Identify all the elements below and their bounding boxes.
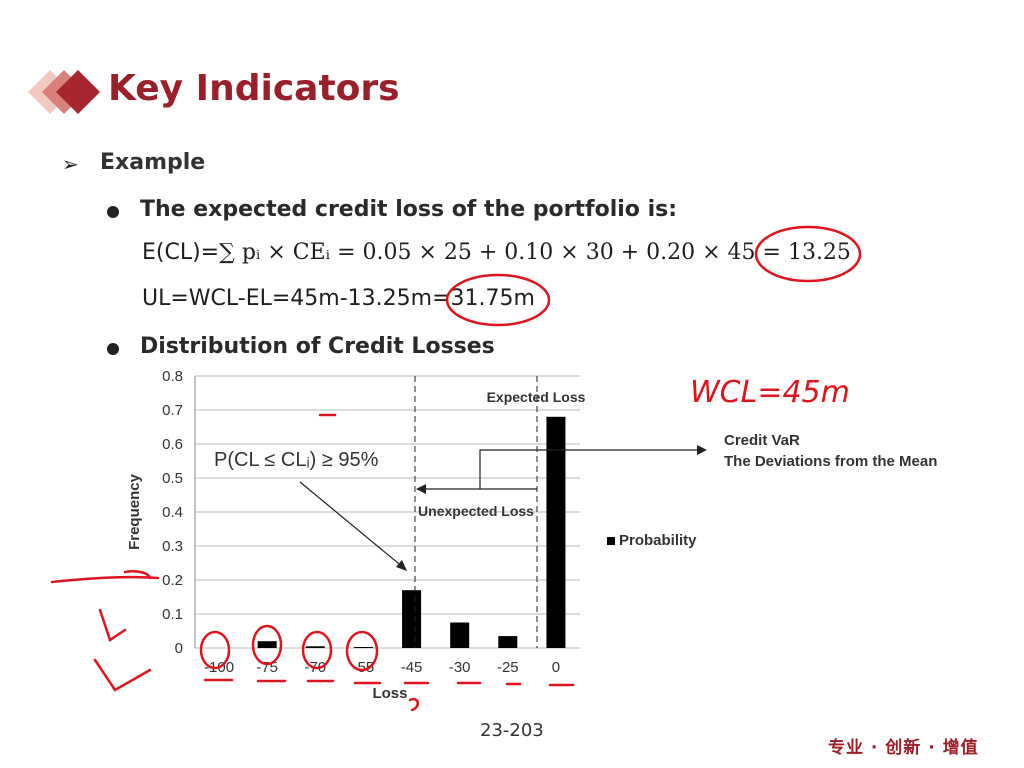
y-tick-label: 0.8 bbox=[162, 368, 183, 385]
y-tick-label: 0.3 bbox=[162, 538, 183, 555]
expected-loss-label: Expected Loss bbox=[487, 389, 586, 405]
formula-unexpected-loss: UL=WCL-EL=45m-13.25m=31.75m bbox=[142, 286, 535, 311]
y-tick-label: 0.1 bbox=[162, 606, 183, 623]
chart-grid bbox=[194, 375, 580, 649]
example-heading: Example bbox=[100, 150, 206, 175]
y-tick-label: 0.4 bbox=[162, 504, 183, 521]
circle-ul-value bbox=[445, 273, 551, 327]
x-tick-label: -45 bbox=[401, 659, 423, 676]
y-tick-label: 0 bbox=[175, 640, 183, 657]
confidence-arrowhead-icon bbox=[396, 560, 407, 571]
bar bbox=[402, 590, 422, 648]
x-tick-label: 0 bbox=[552, 659, 560, 676]
credit-var-label: Credit VaR bbox=[724, 432, 800, 449]
confidence-pointer-arrow bbox=[299, 481, 405, 569]
credit-var-bracket bbox=[479, 449, 700, 489]
bar bbox=[353, 646, 373, 648]
confidence-label: P(CL ≤ CLᵢ) ≥ 95% bbox=[214, 449, 379, 471]
formula-lhs: E(CL)= bbox=[142, 240, 220, 265]
y-tick-labels: 0 0.1 0.2 0.3 0.4 0.5 0.6 0.7 0.8 bbox=[162, 368, 183, 657]
bar bbox=[257, 641, 277, 648]
bullet-dot-icon bbox=[107, 343, 119, 355]
unexpected-loss-label: Unexpected Loss bbox=[418, 503, 534, 519]
bullet-dot-icon bbox=[107, 206, 119, 218]
bullet-distribution: Distribution of Credit Losses bbox=[140, 334, 495, 359]
handwritten-annotations bbox=[50, 225, 862, 712]
deviations-label: The Deviations from the Mean bbox=[724, 453, 937, 470]
brand-slogan: 专业 · 创新 · 增值 bbox=[828, 738, 979, 758]
bullet-expected-loss: The expected credit loss of the portfoli… bbox=[140, 197, 678, 222]
y-tick-label: 0.5 bbox=[162, 470, 183, 487]
unexpected-loss-arrowhead-icon bbox=[416, 484, 426, 494]
y-axis-label: Frequency bbox=[126, 473, 143, 550]
circle-el-value bbox=[754, 225, 862, 283]
chart-bars bbox=[257, 416, 566, 648]
page-number: 23-203 bbox=[480, 720, 544, 741]
legend-label: Probability bbox=[619, 532, 697, 549]
y-tick-label: 0.7 bbox=[162, 402, 183, 419]
diamond-logo-icon bbox=[28, 70, 100, 114]
bar bbox=[305, 646, 325, 648]
legend-swatch bbox=[607, 537, 615, 545]
formula-rhs: ∑ pᵢ × CEᵢ = 0.05 × 25 + 0.10 × 30 + 0.2… bbox=[219, 240, 851, 265]
y-tick-label: 0.2 bbox=[162, 572, 183, 589]
bar bbox=[546, 416, 566, 648]
bar bbox=[498, 636, 518, 648]
x-tick-label: -25 bbox=[497, 659, 519, 676]
x-axis-label: Loss bbox=[372, 685, 407, 702]
x-tick-labels: -100 -75 -70 -55 -45 -30 -25 0 bbox=[204, 659, 560, 676]
credit-var-arrowhead-icon bbox=[697, 445, 707, 455]
x-tick-label: -55 bbox=[353, 659, 375, 676]
formula-expected-loss: E(CL)=∑ pᵢ × CEᵢ = 0.05 × 25 + 0.10 × 30… bbox=[142, 240, 851, 265]
handwritten-wcl-note: WCL=45m bbox=[690, 375, 850, 410]
arrow-bullet-icon: ➢ bbox=[62, 152, 79, 176]
title-block: Key Indicators bbox=[28, 62, 428, 122]
bar bbox=[450, 622, 470, 648]
x-tick-label: -30 bbox=[449, 659, 471, 676]
y-tick-label: 0.6 bbox=[162, 436, 183, 453]
page-title: Key Indicators bbox=[108, 68, 400, 109]
